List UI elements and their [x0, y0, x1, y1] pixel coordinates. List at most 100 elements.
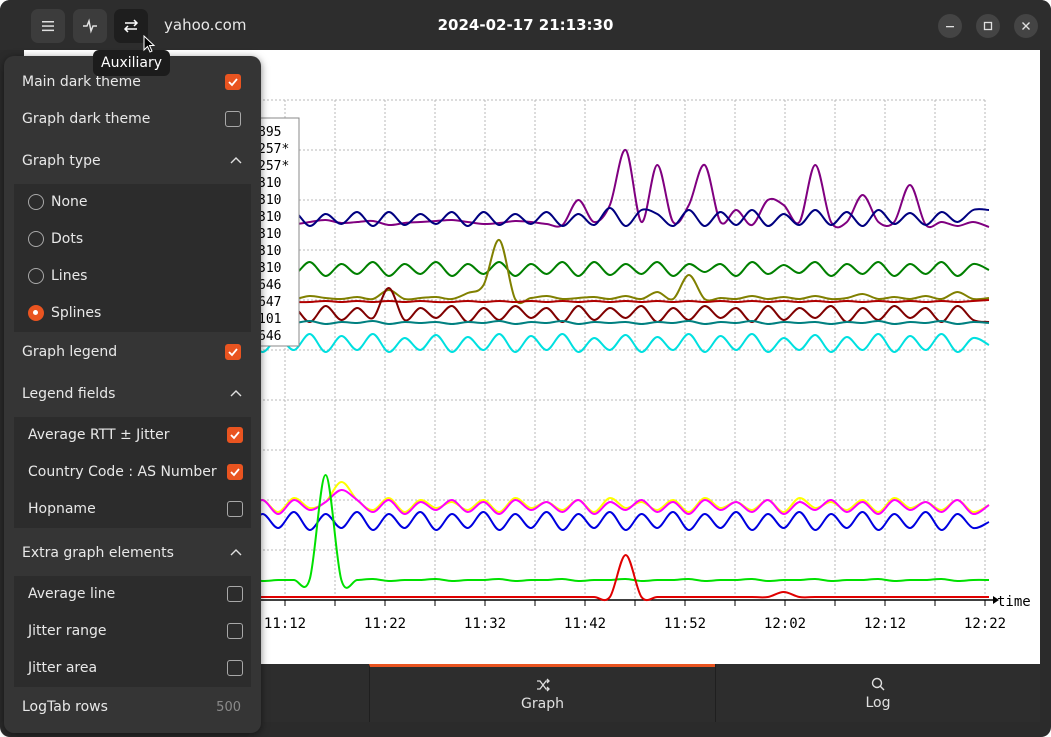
legend-field-rtt-checkbox[interactable] — [227, 427, 243, 443]
graph-dark-theme-label: Graph dark theme — [22, 111, 151, 127]
legend-entry: 647 — [258, 295, 281, 310]
tab-log[interactable]: Log — [715, 664, 1040, 722]
legend-entry: 310 — [258, 210, 281, 225]
search-icon — [871, 677, 885, 690]
arrows-exchange-icon — [123, 19, 139, 33]
logtab-rows-value[interactable]: 500 — [216, 699, 241, 715]
x-axis-label: time — [997, 594, 1031, 610]
radio-splines[interactable] — [28, 305, 44, 321]
legend-field-hopname[interactable]: Hopname — [14, 491, 251, 527]
network-trace-icon — [83, 18, 97, 34]
series-line-12 — [215, 553, 989, 602]
legend-entry: 310 — [258, 227, 281, 242]
graph-type-none[interactable]: None — [14, 184, 251, 220]
legend-field-hopname-checkbox[interactable] — [227, 501, 243, 517]
legend-entry: 101 — [258, 312, 281, 327]
chevron-up-icon — [230, 157, 242, 164]
legend-fields-label: Legend fields — [22, 386, 116, 402]
radio-dots[interactable] — [28, 231, 44, 247]
auxiliary-settings-popover: Main dark theme Graph dark theme Graph t… — [4, 56, 261, 733]
series-line-10 — [214, 510, 990, 531]
extra-average-line-checkbox[interactable] — [227, 586, 243, 602]
series-line-1 — [214, 206, 990, 228]
x-axis-arrow — [993, 596, 999, 604]
legend-entry: 646 — [258, 278, 281, 293]
x-tick-label: 11:12 — [264, 616, 306, 632]
main-dark-theme-label: Main dark theme — [22, 74, 141, 90]
graph-dark-theme-checkbox[interactable] — [225, 111, 241, 127]
minimize-button[interactable] — [938, 14, 962, 38]
menu-button[interactable] — [31, 9, 65, 43]
legend-entry: 310 — [258, 176, 281, 191]
shuffle-icon — [536, 678, 550, 692]
legend-entry: 257* — [258, 159, 289, 174]
graph-legend-checkbox[interactable] — [225, 344, 241, 360]
extra-average-line[interactable]: Average line — [14, 576, 251, 612]
extra-elements-options — [14, 576, 251, 687]
checkmark-icon — [228, 348, 238, 357]
graph-type-splines[interactable]: Splines — [14, 295, 251, 331]
extra-elements-expander[interactable]: Extra graph elements — [4, 535, 261, 571]
series-line-4 — [214, 299, 990, 304]
extra-jitter-range-label: Jitter range — [28, 623, 107, 639]
checkmark-icon — [228, 78, 238, 87]
logtab-rows-row[interactable]: LogTab rows 500 — [4, 689, 261, 725]
x-tick-label: 12:22 — [964, 616, 1006, 632]
maximize-button[interactable] — [976, 14, 1000, 38]
extra-jitter-area-label: Jitter area — [28, 660, 98, 676]
x-tick-label: 11:42 — [564, 616, 606, 632]
extra-jitter-range-checkbox[interactable] — [227, 623, 243, 639]
chevron-up-icon — [230, 549, 242, 556]
legend-fields-options — [14, 417, 251, 528]
legend-field-cc-as-checkbox[interactable] — [227, 464, 243, 480]
maximize-icon — [983, 21, 993, 31]
legend-field-cc-as-label: Country Code : AS Number — [28, 464, 217, 480]
graph-dark-theme-row[interactable]: Graph dark theme — [4, 101, 261, 137]
start-trace-button[interactable] — [73, 9, 107, 43]
auxiliary-button[interactable] — [114, 9, 148, 43]
graph-type-options — [14, 184, 251, 332]
main-dark-theme-row[interactable]: Main dark theme — [4, 64, 261, 100]
graph-type-expander[interactable]: Graph type — [4, 143, 261, 179]
extra-elements-label: Extra graph elements — [22, 545, 174, 561]
current-datetime: 2024-02-17 21:13:30 — [437, 16, 614, 34]
extra-jitter-area[interactable]: Jitter area — [14, 650, 251, 686]
legend-field-cc-as[interactable]: Country Code : AS Number — [14, 454, 251, 490]
graph-type-none-label: None — [51, 194, 88, 210]
mouse-cursor-icon — [143, 35, 156, 53]
legend-field-rtt-label: Average RTT ± Jitter — [28, 427, 170, 443]
legend-entry: 257* — [258, 142, 289, 157]
checkmark-icon — [230, 431, 240, 440]
logtab-rows-label: LogTab rows — [22, 699, 108, 715]
target-host: yahoo.com — [164, 16, 247, 34]
radio-none[interactable] — [28, 194, 44, 210]
auxiliary-tooltip: Auxiliary — [93, 50, 171, 76]
extra-jitter-range[interactable]: Jitter range — [14, 613, 251, 649]
graph-type-splines-label: Splines — [51, 305, 102, 321]
series-line-6 — [214, 319, 990, 326]
legend-entry: 310 — [258, 193, 281, 208]
legend-field-rtt[interactable]: Average RTT ± Jitter — [14, 417, 251, 453]
tab-graph[interactable]: Graph — [369, 664, 715, 722]
tab-graph-label: Graph — [521, 696, 564, 712]
close-button[interactable] — [1014, 14, 1038, 38]
series-line-11 — [214, 473, 990, 589]
legend-entry: 895 — [258, 125, 281, 140]
series-line-7 — [214, 333, 990, 353]
legend-entry: 310 — [258, 244, 281, 259]
hamburger-icon — [42, 21, 54, 32]
legend-fields-expander[interactable]: Legend fields — [4, 376, 261, 412]
x-tick-label: 12:12 — [864, 616, 906, 632]
extra-jitter-area-checkbox[interactable] — [227, 660, 243, 676]
series-line-9 — [214, 489, 990, 516]
legend-entry: 310 — [258, 261, 281, 276]
x-tick-label: 12:02 — [764, 616, 806, 632]
minimize-icon — [946, 26, 954, 28]
graph-type-dots[interactable]: Dots — [14, 221, 251, 257]
main-dark-theme-checkbox[interactable] — [225, 74, 241, 90]
series-line-2 — [214, 260, 990, 278]
graph-legend-row[interactable]: Graph legend — [4, 334, 261, 370]
checkmark-icon — [230, 468, 240, 477]
graph-type-lines[interactable]: Lines — [14, 258, 251, 294]
radio-lines[interactable] — [28, 268, 44, 284]
